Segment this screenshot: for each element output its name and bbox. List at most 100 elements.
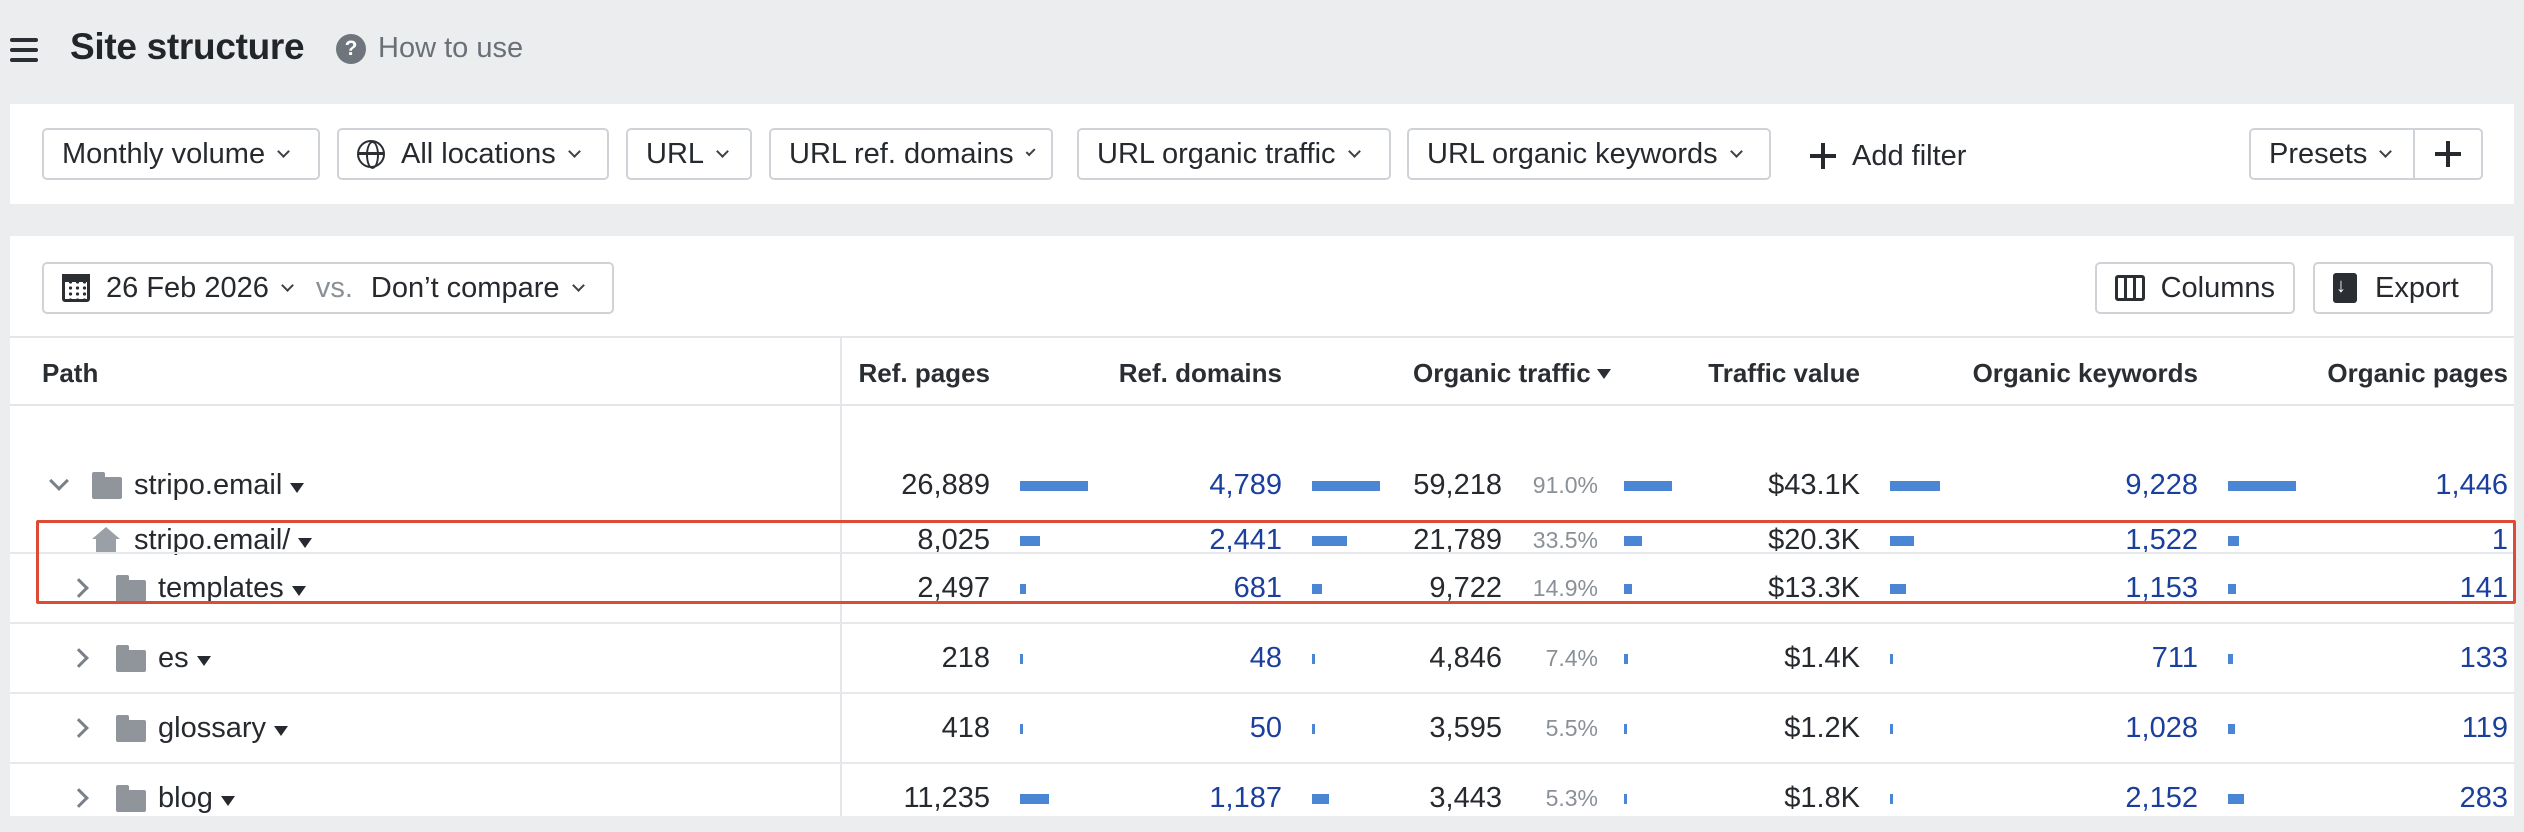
- column-organic-pages[interactable]: Organic pages: [2327, 358, 2508, 388]
- organic-keywords-value[interactable]: 1,153: [2125, 572, 2198, 604]
- caret-down-icon[interactable]: [298, 537, 313, 548]
- url-organic-keywords-dropdown[interactable]: URL organic keywords: [1407, 128, 1771, 180]
- chevron-right-icon[interactable]: [69, 718, 89, 738]
- path-label: glossary: [158, 712, 266, 744]
- help-icon: ?: [336, 33, 366, 64]
- organic-traffic-bar: [1624, 584, 1632, 594]
- traffic-value: $1.2K: [1784, 712, 1860, 744]
- ref-domains-bar: [1312, 654, 1315, 664]
- organic-traffic-value: 4,846: [1429, 642, 1502, 674]
- path-name[interactable]: templates: [158, 572, 306, 605]
- organic-keywords-value[interactable]: 711: [2151, 642, 2198, 674]
- organic-keywords-bar: [2228, 536, 2239, 546]
- calendar-icon: [62, 274, 90, 302]
- organic-pages-value[interactable]: 283: [2459, 782, 2508, 814]
- table-row[interactable]: stripo.email/8,025 2,441 21,789 33.5% $20.3K…: [10, 519, 2514, 563]
- date-label: 26 Feb 2026: [106, 271, 269, 304]
- table-row[interactable]: templates 2,497 681 9,722 14.9% $13.3K 1,153 14…: [10, 552, 2514, 622]
- locations-label: All locations: [401, 137, 556, 170]
- table-row[interactable]: stripo.email 26,889 4,789 59,218 91.0% $43.1K…: [10, 464, 2514, 514]
- traffic-value: $13.3K: [1768, 572, 1860, 604]
- plus-icon: [2435, 141, 2461, 167]
- chevron-right-icon[interactable]: [69, 788, 89, 808]
- path-name[interactable]: stripo.email/: [134, 524, 313, 557]
- folder-icon: [116, 785, 146, 812]
- chevron-down-icon: [280, 278, 294, 292]
- caret-down-icon[interactable]: [196, 655, 211, 666]
- column-ref-domains[interactable]: Ref. domains: [1118, 358, 1282, 388]
- caret-down-icon[interactable]: [220, 795, 235, 806]
- columns-button[interactable]: Columns: [2095, 262, 2295, 314]
- url-organic-traffic-dropdown[interactable]: URL organic traffic: [1077, 128, 1391, 180]
- ref-domains-value[interactable]: 48: [1249, 642, 1282, 674]
- folder-icon: [116, 715, 146, 742]
- chevron-down-icon[interactable]: [49, 471, 69, 491]
- columns-icon: [2115, 275, 2145, 301]
- path-label: templates: [158, 572, 284, 604]
- table-row[interactable]: glossary 418 50 3,595 5.5% $1.2K 1,028 119: [10, 692, 2514, 762]
- organic-traffic-header-label: Organic traffic: [1413, 358, 1591, 388]
- organic-keywords-bar: [2228, 794, 2244, 804]
- organic-pages-value[interactable]: 141: [2459, 572, 2508, 604]
- ref-domains-value[interactable]: 4,789: [1209, 469, 1282, 501]
- column-path[interactable]: Path: [42, 358, 99, 388]
- ref-domains-value[interactable]: 681: [1233, 572, 1282, 604]
- organic-pages-value[interactable]: 133: [2459, 642, 2508, 674]
- organic-keywords-value[interactable]: 9,228: [2125, 469, 2198, 501]
- organic-keywords-value[interactable]: 1,028: [2125, 712, 2198, 744]
- caret-down-icon[interactable]: [291, 585, 306, 596]
- url-filter-dropdown[interactable]: URL: [626, 128, 752, 180]
- folder-icon: [92, 472, 122, 499]
- organic-keywords-value[interactable]: 2,152: [2125, 782, 2198, 814]
- organic-pages-value[interactable]: 1: [2491, 524, 2508, 556]
- organic-keywords-value[interactable]: 1,522: [2125, 524, 2198, 556]
- chevron-down-icon: [1347, 144, 1361, 158]
- plus-icon: [1810, 143, 1836, 169]
- how-to-use-label: How to use: [378, 32, 524, 64]
- organic-pages-value[interactable]: 1,446: [2435, 469, 2508, 501]
- organic-traffic-bar: [1624, 481, 1672, 491]
- traffic-share-percent: 14.9%: [1532, 575, 1598, 601]
- table-row[interactable]: blog 11,235 1,187 3,443 5.3% $1.8K 2,152 283: [10, 762, 2514, 832]
- traffic-value-bar: [1890, 584, 1906, 594]
- path-name[interactable]: blog: [158, 782, 235, 815]
- column-organic-keywords[interactable]: Organic keywords: [1972, 358, 2198, 388]
- ref-domains-value[interactable]: 2,441: [1209, 524, 1282, 556]
- organic-traffic-value: 21,789: [1413, 524, 1502, 556]
- how-to-use-link[interactable]: ? How to use: [336, 32, 523, 65]
- ref-pages-bar: [1020, 724, 1023, 734]
- chevron-right-icon[interactable]: [69, 648, 89, 668]
- column-ref-pages[interactable]: Ref. pages: [858, 358, 991, 388]
- traffic-share-percent: 91.0%: [1532, 472, 1598, 498]
- path-label: blog: [158, 782, 213, 814]
- locations-dropdown[interactable]: All locations: [337, 128, 609, 180]
- column-traffic-value[interactable]: Traffic value: [1708, 358, 1860, 388]
- url-ref-domains-dropdown[interactable]: URL ref. domains: [769, 128, 1053, 180]
- add-preset-button[interactable]: [2413, 128, 2483, 180]
- url-filter-label: URL: [646, 137, 705, 170]
- monthly-volume-dropdown[interactable]: Monthly volume: [42, 128, 320, 180]
- traffic-value-bar: [1890, 794, 1893, 804]
- export-button[interactable]: Export: [2313, 262, 2493, 314]
- traffic-share-percent: 33.5%: [1532, 527, 1598, 553]
- menu-icon[interactable]: [10, 38, 38, 62]
- caret-down-icon[interactable]: [290, 482, 305, 493]
- presets-dropdown[interactable]: Presets: [2249, 128, 2415, 180]
- path-name[interactable]: glossary: [158, 712, 288, 745]
- organic-traffic-bar: [1624, 794, 1627, 804]
- date-compare-dropdown[interactable]: 26 Feb 2026 vs. Don’t compare: [42, 262, 614, 314]
- sort-desc-icon: [1596, 369, 1611, 379]
- table-row[interactable]: es 218 48 4,846 7.4% $1.4K 711 133: [10, 622, 2514, 692]
- chevron-down-icon: [567, 144, 581, 158]
- ref-domains-value[interactable]: 1,187: [1209, 782, 1282, 814]
- ref-domains-value[interactable]: 50: [1249, 712, 1282, 744]
- path-label: stripo.email: [134, 469, 283, 501]
- path-label: stripo.email/: [134, 524, 291, 556]
- traffic-share-percent: 7.4%: [1545, 645, 1598, 671]
- add-filter-button[interactable]: Add filter: [1810, 130, 1966, 182]
- organic-pages-value[interactable]: 119: [2461, 712, 2508, 744]
- path-name[interactable]: stripo.email: [134, 469, 305, 502]
- column-organic-traffic[interactable]: Organic traffic: [1413, 358, 1611, 389]
- path-name[interactable]: es: [158, 642, 211, 675]
- caret-down-icon[interactable]: [274, 725, 288, 736]
